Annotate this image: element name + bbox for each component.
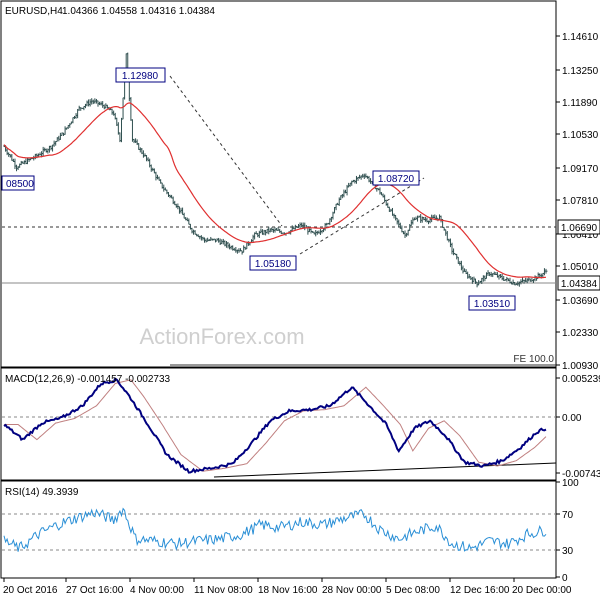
y-tick-label: 0.00 bbox=[562, 413, 582, 424]
macd-title: MACD(12,26,9) -0.001457 -0.002733 bbox=[5, 374, 171, 385]
watermark: ActionForex.com bbox=[139, 324, 304, 349]
resistance-axis-label: 1.06690 bbox=[558, 220, 600, 234]
price-panel-header: EURUSD,H4 1.04366 1.04558 1.04316 1.0438… bbox=[5, 6, 215, 17]
x-tick-label: 12 Dec 16:00 bbox=[450, 585, 510, 596]
macd-y-axis: 0.005239 0.00 -0.007433 bbox=[556, 374, 600, 480]
y-tick-label: 1.13250 bbox=[562, 66, 599, 77]
y-tick-label: 1.10530 bbox=[562, 130, 599, 141]
y-tick-label: 1.00930 bbox=[562, 361, 599, 372]
annotation-label: 1.08720 bbox=[378, 174, 415, 185]
x-tick-label: 11 Nov 08:00 bbox=[194, 585, 253, 596]
x-tick-label: 5 Dec 08:00 bbox=[386, 585, 440, 596]
x-tick-label: 20 Oct 2016 bbox=[3, 585, 58, 596]
y-tick-label: 30 bbox=[562, 546, 574, 557]
y-tick-label: 1.05010 bbox=[562, 262, 599, 273]
y-tick-label: 1.14610 bbox=[562, 32, 599, 43]
price-panel-frame bbox=[1, 1, 556, 367]
y-tick-label: 1.09170 bbox=[562, 164, 599, 175]
x-tick-label: 18 Nov 16:00 bbox=[258, 585, 318, 596]
annotation-1-03510: 1.03510 bbox=[469, 296, 515, 310]
rsi-y-axis: 100 70 30 0 bbox=[556, 478, 579, 584]
x-tick-label: 20 Dec 00:00 bbox=[512, 585, 572, 596]
resistance-value: 1.06690 bbox=[561, 223, 598, 234]
annotation-label: 1.12980 bbox=[122, 71, 159, 82]
annotation-1-12980: 1.12980 bbox=[116, 68, 165, 82]
x-axis: 20 Oct 2016 27 Oct 16:00 4 Nov 00:00 11 … bbox=[3, 578, 572, 596]
annotation-1-05180: 1.05180 bbox=[250, 256, 296, 270]
y-tick-label: 0.005239 bbox=[562, 374, 600, 385]
annotation-label: 1.05180 bbox=[255, 259, 292, 270]
x-tick-label: 27 Oct 16:00 bbox=[66, 585, 124, 596]
fib-extension-label: FE 100.0 bbox=[513, 354, 554, 365]
y-tick-label: 100 bbox=[562, 478, 579, 489]
x-tick-label: 28 Nov 00:00 bbox=[322, 585, 382, 596]
y-tick-label: 1.11890 bbox=[562, 98, 598, 109]
y-tick-label: 1.07810 bbox=[562, 196, 599, 207]
x-tick-label: 4 Nov 00:00 bbox=[130, 585, 184, 596]
price-y-axis: 1.14610 1.13250 1.11890 1.10530 1.09170 … bbox=[556, 32, 599, 372]
symbol-label: EURUSD,H4 bbox=[5, 6, 63, 17]
annotation-label: 1.03510 bbox=[474, 299, 511, 310]
current-price-value: 1.04384 bbox=[561, 279, 598, 290]
annotation-1-08720: 1.08720 bbox=[373, 171, 419, 185]
y-tick-label: 70 bbox=[562, 510, 574, 521]
current-price-axis-label: 1.04384 bbox=[558, 276, 600, 290]
y-tick-label: 1.03690 bbox=[562, 296, 599, 307]
annotation-1-08500: 08500 bbox=[2, 176, 34, 190]
annotation-label: 08500 bbox=[6, 179, 34, 190]
rsi-title: RSI(14) 49.3939 bbox=[5, 487, 79, 498]
ohlc-label: 1.04366 1.04558 1.04316 1.04384 bbox=[62, 6, 215, 17]
y-tick-label: 1.02330 bbox=[562, 328, 599, 339]
y-tick-label: 0 bbox=[562, 573, 568, 584]
